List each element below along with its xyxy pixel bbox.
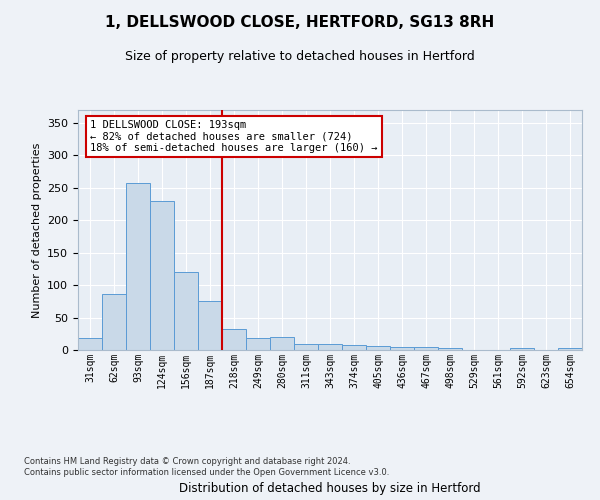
Bar xyxy=(126,184,150,350)
Bar xyxy=(198,302,222,350)
Bar xyxy=(390,347,414,350)
Bar xyxy=(318,344,342,350)
Bar xyxy=(558,348,582,350)
Text: 1, DELLSWOOD CLOSE, HERTFORD, SG13 8RH: 1, DELLSWOOD CLOSE, HERTFORD, SG13 8RH xyxy=(106,15,494,30)
Bar xyxy=(294,344,318,350)
Text: Size of property relative to detached houses in Hertford: Size of property relative to detached ho… xyxy=(125,50,475,63)
Bar xyxy=(510,348,534,350)
Bar xyxy=(438,348,462,350)
Text: Distribution of detached houses by size in Hertford: Distribution of detached houses by size … xyxy=(179,482,481,495)
Bar xyxy=(246,338,270,350)
Y-axis label: Number of detached properties: Number of detached properties xyxy=(32,142,41,318)
Bar xyxy=(102,294,126,350)
Bar xyxy=(414,348,438,350)
Bar xyxy=(342,346,366,350)
Bar xyxy=(270,337,294,350)
Bar xyxy=(150,202,174,350)
Text: Contains HM Land Registry data © Crown copyright and database right 2024.
Contai: Contains HM Land Registry data © Crown c… xyxy=(24,458,389,477)
Bar xyxy=(222,329,246,350)
Text: 1 DELLSWOOD CLOSE: 193sqm
← 82% of detached houses are smaller (724)
18% of semi: 1 DELLSWOOD CLOSE: 193sqm ← 82% of detac… xyxy=(90,120,377,153)
Bar xyxy=(78,338,102,350)
Bar xyxy=(366,346,390,350)
Bar xyxy=(174,272,198,350)
